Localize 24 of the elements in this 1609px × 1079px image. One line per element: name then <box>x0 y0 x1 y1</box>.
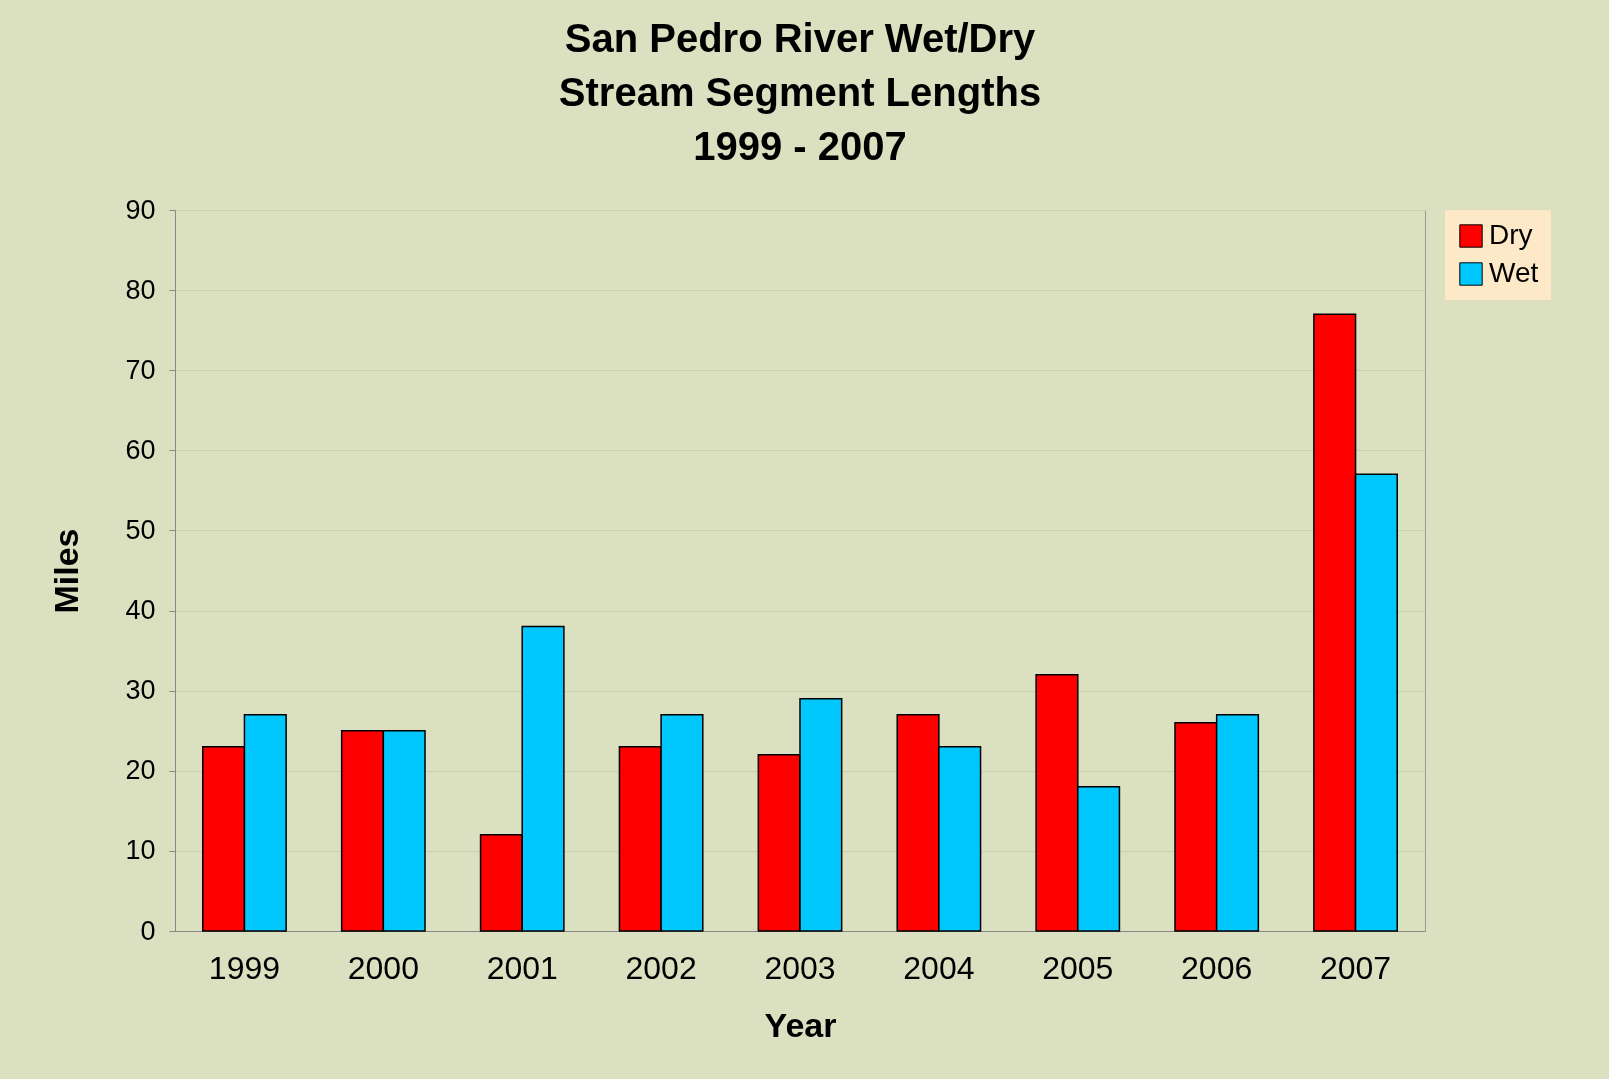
x-tick-label: 2004 <box>903 949 975 986</box>
y-tick-label: 30 <box>125 675 156 706</box>
y-tick-label: 70 <box>125 354 156 385</box>
legend-label: Wet <box>1489 257 1539 288</box>
y-tick-label: 0 <box>140 915 156 946</box>
legend-label: Dry <box>1489 219 1533 250</box>
x-tick-label: 1999 <box>208 949 281 986</box>
x-axis-title: Year <box>764 1005 837 1044</box>
y-tick-label: 40 <box>125 595 156 626</box>
x-tick-label: 2005 <box>1042 949 1114 986</box>
x-tick-label: 2003 <box>764 949 836 986</box>
y-tick-label: 60 <box>125 434 156 465</box>
x-tick-label: 2001 <box>486 949 558 986</box>
x-tick-label: 2002 <box>625 949 697 986</box>
y-axis-title: Miles <box>47 528 86 614</box>
x-tick-label: 2006 <box>1181 949 1253 986</box>
y-tick-label: 50 <box>125 514 156 545</box>
x-tick-label: 2007 <box>1319 949 1392 986</box>
chart-title: San Pedro River Wet/Dry Stream Segment Lengths 1999 - 2007 <box>558 16 1042 168</box>
x-tick-label: 2000 <box>347 949 419 986</box>
y-tick-label: 20 <box>125 755 156 786</box>
y-tick-label: 90 <box>125 194 156 225</box>
y-tick-label: 80 <box>125 274 156 305</box>
y-tick-label: 10 <box>125 835 156 866</box>
